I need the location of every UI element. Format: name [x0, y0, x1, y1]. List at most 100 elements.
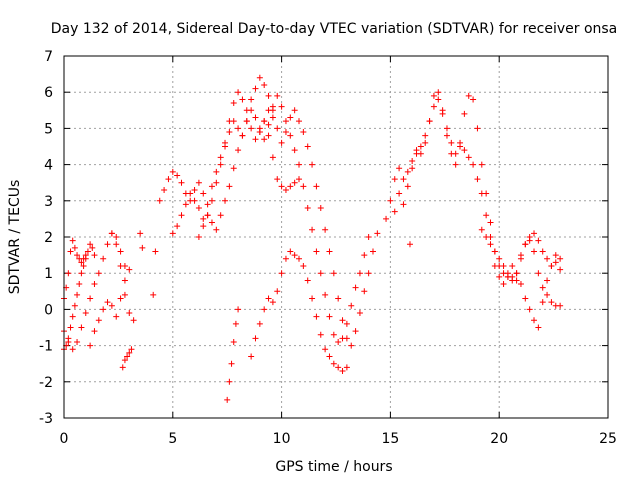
y-tick-label: 4 [44, 158, 53, 174]
data-point [226, 129, 233, 136]
data-point [539, 248, 546, 255]
data-point [413, 150, 420, 157]
data-point [87, 241, 94, 248]
data-point [217, 154, 224, 161]
data-point [252, 85, 259, 92]
data-point [100, 255, 107, 262]
data-point [448, 139, 455, 146]
data-point [396, 165, 403, 172]
data-point [191, 186, 198, 193]
data-point [531, 248, 538, 255]
data-point [396, 190, 403, 197]
data-point [213, 168, 220, 175]
data-point [517, 281, 524, 288]
data-point [535, 237, 542, 244]
data-point [309, 295, 316, 302]
data-point [82, 252, 89, 259]
x-tick-label: 5 [168, 431, 177, 447]
data-point [296, 161, 303, 168]
data-point [67, 248, 74, 255]
data-point [222, 197, 229, 204]
y-tick-label: -1 [39, 339, 53, 355]
data-point [195, 179, 202, 186]
data-point [487, 241, 494, 248]
data-point [548, 262, 555, 269]
y-tick-label: 2 [44, 230, 53, 246]
data-point [291, 147, 298, 154]
data-point [291, 179, 298, 186]
data-point [557, 302, 564, 309]
data-point [374, 230, 381, 237]
data-point [335, 364, 342, 371]
data-point [483, 234, 490, 240]
data-point [117, 262, 124, 269]
x-tick-label: 20 [490, 431, 508, 447]
data-point [535, 270, 542, 277]
data-point [478, 226, 485, 233]
data-point [274, 92, 281, 99]
data-point [108, 230, 115, 237]
data-point [287, 183, 294, 190]
data-point [230, 100, 237, 107]
data-point [161, 186, 168, 193]
data-point [104, 299, 111, 306]
chart-title: Day 132 of 2014, Sidereal Day-to-day VTE… [51, 21, 618, 37]
data-point [252, 335, 259, 342]
data-point [261, 118, 268, 125]
data-points [61, 74, 564, 403]
data-point [78, 270, 85, 277]
data-point [404, 168, 411, 175]
data-point [121, 357, 128, 364]
x-tick-label: 0 [60, 431, 69, 447]
data-point [200, 223, 207, 230]
data-point [435, 89, 442, 96]
data-point [452, 161, 459, 168]
data-point [348, 302, 355, 309]
data-point [426, 118, 433, 125]
data-point [356, 270, 363, 277]
data-point [356, 310, 363, 317]
data-point [87, 295, 94, 302]
data-point [339, 317, 346, 324]
data-point [287, 114, 294, 121]
data-point [71, 302, 78, 309]
data-point [474, 125, 481, 132]
data-point [474, 176, 481, 183]
data-point [226, 183, 233, 190]
data-point [265, 107, 272, 114]
data-point [100, 306, 107, 313]
data-point [200, 215, 207, 222]
data-point [239, 96, 246, 103]
data-point [174, 172, 181, 179]
data-point [526, 306, 533, 313]
data-point [391, 208, 398, 215]
data-point [296, 255, 303, 262]
data-point [126, 349, 133, 356]
data-point [443, 125, 450, 132]
data-point [208, 197, 215, 204]
data-point [265, 295, 272, 302]
data-point [69, 346, 76, 353]
data-point [204, 212, 211, 219]
data-point [296, 118, 303, 125]
data-point [531, 317, 538, 324]
data-point [300, 183, 307, 190]
data-point [361, 252, 368, 259]
data-point [291, 107, 298, 114]
data-point [278, 139, 285, 146]
y-tick-label: -2 [39, 375, 53, 391]
data-point [230, 118, 237, 125]
y-tick-label: 6 [44, 85, 53, 101]
data-point [513, 270, 520, 277]
data-point [204, 201, 211, 208]
y-tick-label: 5 [44, 121, 53, 137]
data-point [235, 306, 242, 313]
data-point [84, 248, 91, 255]
data-point [557, 266, 564, 273]
data-point [91, 281, 98, 288]
data-point [74, 252, 81, 259]
data-point [256, 129, 263, 136]
data-point [491, 262, 498, 269]
data-point [137, 230, 144, 237]
